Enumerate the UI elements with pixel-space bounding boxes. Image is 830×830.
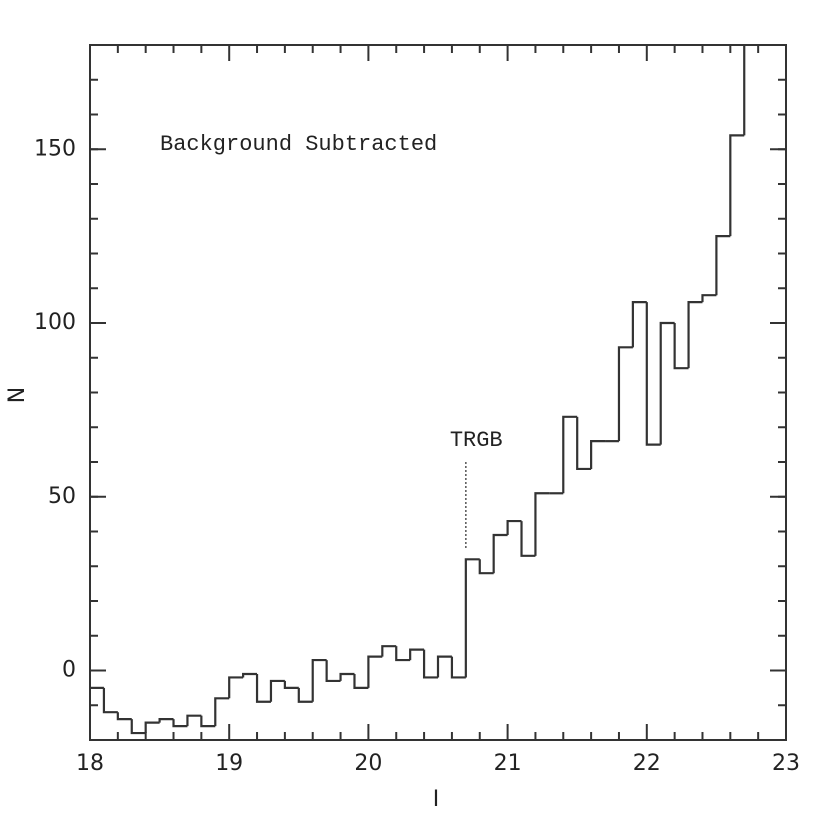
bin — [506, 519, 522, 535]
bin — [172, 719, 188, 728]
bin — [436, 655, 452, 678]
bin — [422, 649, 438, 679]
x-tick-label: 21 — [494, 751, 522, 776]
annotation: Background Subtracted — [160, 132, 437, 157]
x-tick-label: 23 — [772, 751, 800, 776]
bin — [242, 672, 258, 678]
bin — [130, 719, 146, 735]
bin — [311, 658, 327, 702]
bin — [673, 323, 689, 370]
x-tick-label: 19 — [215, 751, 243, 776]
bin — [701, 294, 717, 303]
bin — [214, 697, 230, 727]
y-tick-label: 150 — [34, 136, 76, 161]
bin — [283, 680, 299, 689]
bin — [729, 134, 745, 237]
bin — [562, 415, 578, 494]
bin — [492, 533, 508, 574]
x-tick-label: 18 — [76, 751, 104, 776]
bin — [144, 721, 160, 734]
bin — [409, 648, 425, 661]
x-tick-label: 20 — [354, 751, 382, 776]
bin — [353, 673, 369, 689]
y-tick-label: 50 — [48, 484, 76, 509]
bin — [116, 712, 132, 721]
bin — [255, 673, 271, 703]
bin — [617, 346, 633, 442]
y-tick-label: 0 — [62, 658, 76, 683]
annotation: TRGB — [450, 428, 503, 453]
bin — [534, 492, 550, 556]
bin — [339, 672, 355, 681]
bin — [325, 660, 341, 683]
bin — [200, 715, 216, 728]
bin — [450, 656, 466, 679]
bin — [687, 301, 703, 369]
bin — [631, 301, 647, 348]
bin — [186, 714, 202, 727]
bin — [269, 679, 285, 702]
x-axis-label: I — [433, 787, 440, 812]
bin — [659, 321, 675, 445]
bin — [645, 302, 661, 446]
bin — [520, 521, 536, 557]
bin — [478, 559, 494, 575]
x-tick-label: 22 — [633, 751, 661, 776]
bin — [228, 676, 244, 699]
y-axis-label: N — [5, 387, 30, 403]
bin — [743, 45, 746, 136]
bin — [367, 655, 383, 688]
bin — [158, 718, 174, 723]
bin — [464, 558, 480, 678]
bin — [381, 645, 397, 657]
y-tick-label: 100 — [34, 310, 76, 335]
histogram — [90, 45, 746, 735]
bin — [576, 416, 592, 471]
bin — [297, 687, 313, 703]
bin — [102, 687, 118, 714]
bin — [715, 235, 731, 296]
bin — [395, 646, 411, 662]
bin — [590, 440, 606, 469]
